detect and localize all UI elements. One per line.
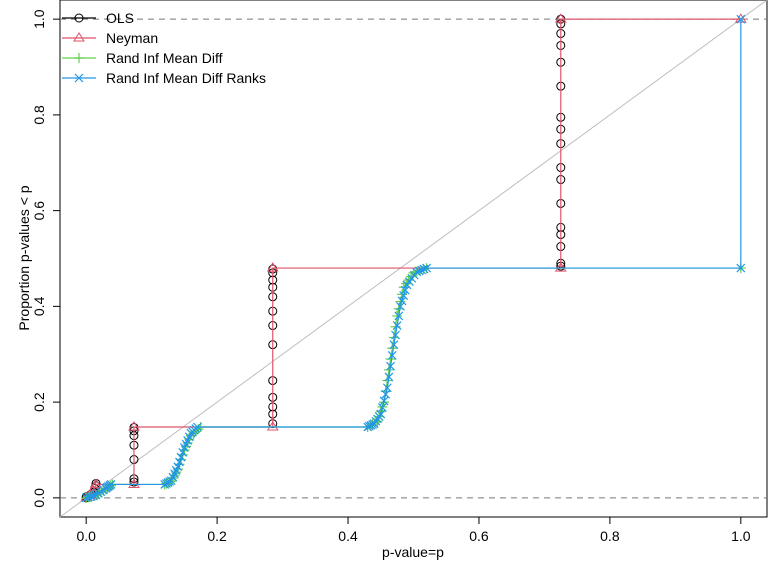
mean-diff-ranks-point <box>171 465 181 475</box>
y-tick-label: 0.6 <box>31 201 47 221</box>
mean-diff-ranks-point <box>81 493 91 503</box>
mean-diff-ranks-point <box>389 340 399 350</box>
mean-diff-ranks-point <box>417 265 427 275</box>
mean-diff-ranks-point <box>386 361 396 371</box>
neyman-point <box>266 262 279 272</box>
mean-diff-ranks-point <box>74 73 84 83</box>
mean-diff-ranks-point <box>422 263 432 273</box>
x-tick-label: 0.8 <box>600 528 620 544</box>
y-tick-label: 0.4 <box>31 296 47 316</box>
mean-diff-ranks-point <box>377 403 387 412</box>
ols-point <box>74 13 84 23</box>
series-3 <box>81 14 746 503</box>
axes: 0.0 0.2 0.4 0.6 0.8 1.0 0.0 0.2 0.4 0.6 0.8 1.0 <box>31 9 751 544</box>
x-tick-label: 0.4 <box>338 528 358 544</box>
mean-diff-ranks-point <box>178 447 188 457</box>
mean-diff-ranks-point <box>98 485 108 495</box>
mean-diff-ranks-point <box>105 480 115 490</box>
reference-lines <box>59 0 768 518</box>
mean-diff-ranks-point <box>165 477 175 487</box>
x-axis-label: p-value=p <box>382 544 444 560</box>
series-1 <box>80 13 747 502</box>
mean-diff-ranks-point <box>414 266 424 276</box>
mean-diff-ranks-point <box>86 491 96 501</box>
mean-diff-ranks-point <box>397 296 407 306</box>
neyman-point <box>266 421 279 431</box>
neyman-point <box>128 478 140 488</box>
mean-diff-ranks-point <box>736 14 746 24</box>
neyman-point <box>90 478 102 488</box>
x-tick-label: 0.2 <box>207 528 227 544</box>
neyman-point <box>73 32 85 42</box>
neyman-point <box>554 13 567 23</box>
mean-diff-ranks-point <box>400 285 410 295</box>
mean-diff-ranks-point <box>394 311 404 321</box>
series-0 <box>81 14 566 503</box>
legend-label: Rand Inf Mean Diff <box>106 50 223 66</box>
series-2 <box>81 263 746 503</box>
plot-frame <box>59 0 768 518</box>
series-line <box>86 267 741 499</box>
mean-diff-ranks-point <box>736 263 746 273</box>
mean-diff-ranks-point <box>379 396 389 406</box>
legend-label: Rand Inf Mean Diff Ranks <box>106 70 266 86</box>
mean-diff-point <box>74 53 84 63</box>
mean-diff-ranks-point <box>399 291 409 301</box>
mean-diff-ranks-point <box>382 383 392 393</box>
mean-diff-ranks-point <box>392 321 402 330</box>
x-tick-label: 0.6 <box>469 528 489 544</box>
legend-label: Neyman <box>106 30 158 46</box>
y-tick-label: 0.2 <box>31 392 47 412</box>
x-tick-label: 1.0 <box>731 528 751 544</box>
mean-diff-ranks-point <box>175 457 184 467</box>
legend-label: OLS <box>106 10 134 26</box>
mean-diff-ranks-point <box>374 412 384 421</box>
y-axis-label: Proportion p-values < p <box>16 185 32 330</box>
mean-diff-ranks-point <box>184 432 194 442</box>
mean-diff-ranks-point <box>176 452 186 462</box>
y-tick-label: 1.0 <box>31 9 47 29</box>
mean-diff-ranks-point <box>89 491 98 501</box>
mean-diff-ranks-point <box>419 264 429 274</box>
mean-diff-ranks-point <box>84 492 94 502</box>
neyman-point <box>554 262 567 272</box>
series-layer <box>80 13 747 503</box>
y-tick-label: 0.0 <box>31 488 47 508</box>
legend: OLS Neyman Rand Inf Mean Diff Rand Inf Mean… <box>62 10 266 86</box>
mean-diff-ranks-point <box>395 301 405 311</box>
mean-diff-point <box>392 310 403 321</box>
diagonal-reference-line <box>59 0 768 518</box>
plot-area <box>59 0 768 518</box>
mean-diff-ranks-point <box>391 330 400 340</box>
mean-diff-ranks-point <box>191 424 201 433</box>
neyman-point <box>128 421 140 431</box>
mean-diff-ranks-point <box>381 389 391 399</box>
y-tick-label: 0.8 <box>31 105 47 125</box>
mean-diff-ranks-point <box>384 372 394 382</box>
x-tick-label: 0.0 <box>76 528 96 544</box>
mean-diff-ranks-point <box>387 351 397 360</box>
